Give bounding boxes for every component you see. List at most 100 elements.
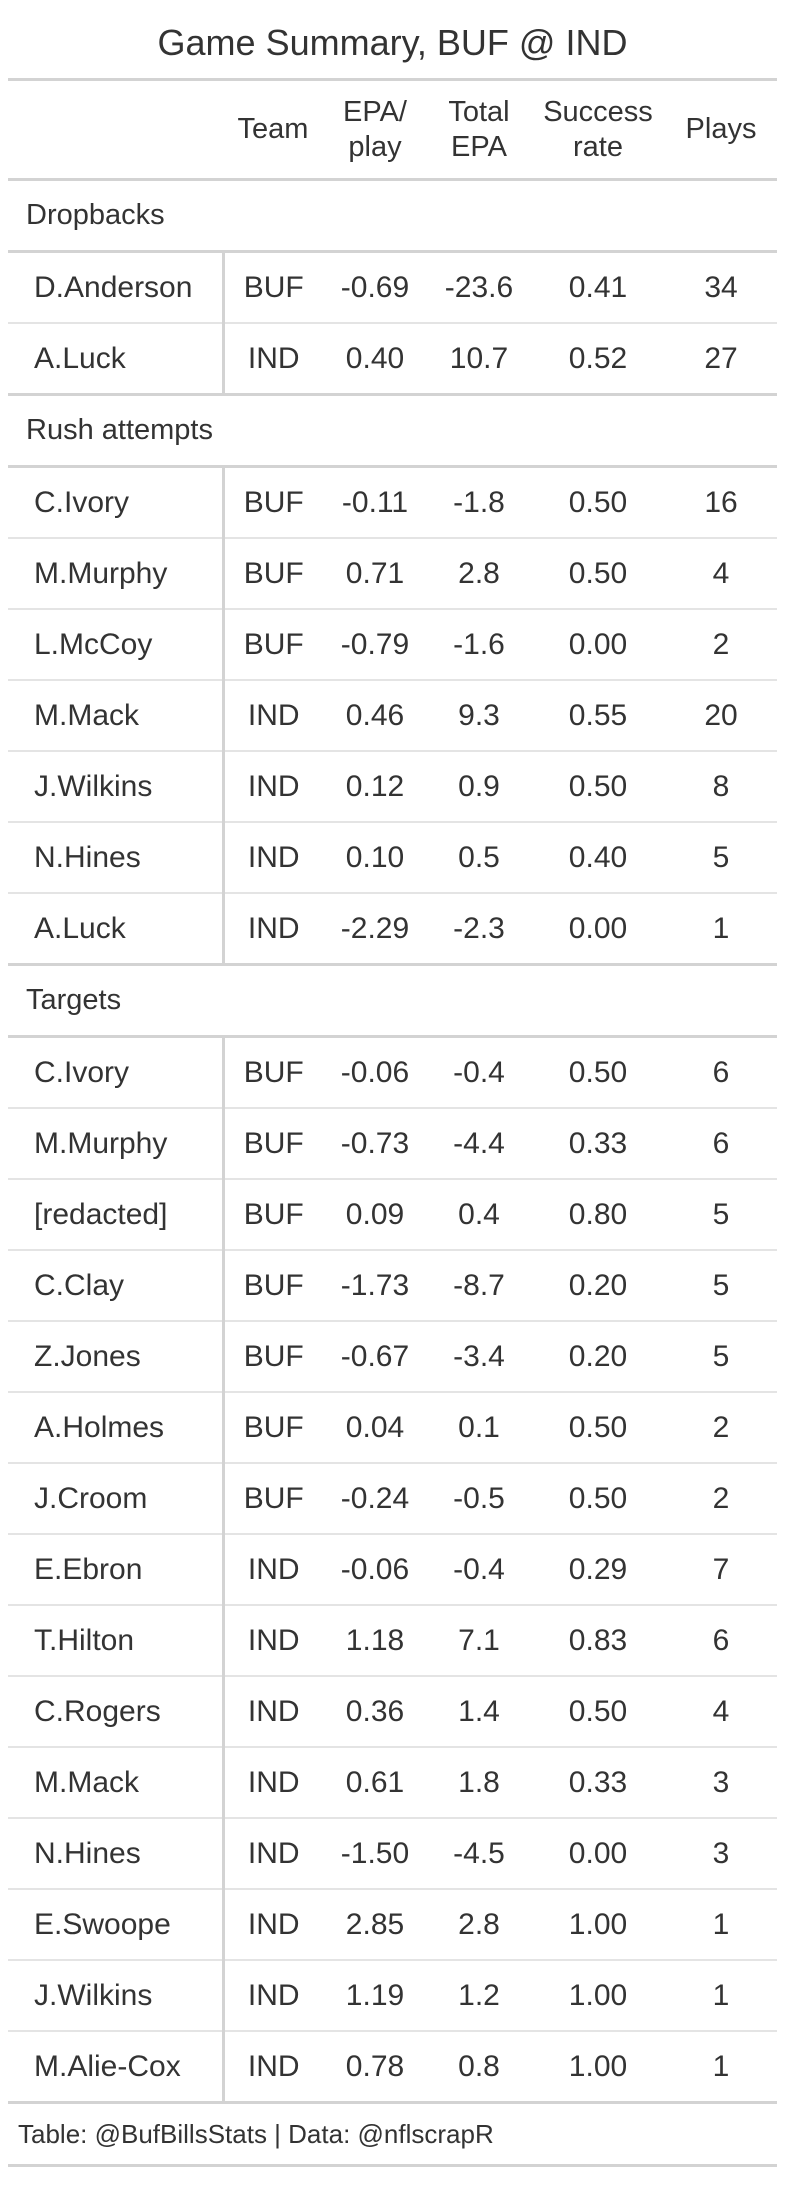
epa-play-cell: 0.40 [323, 323, 427, 396]
table-row: C.Clay BUF -1.73 -8.7 0.20 5 [8, 1250, 777, 1322]
table-row: T.Hilton IND 1.18 7.1 0.83 6 [8, 1605, 777, 1677]
game-summary-table: Team EPA/play Total EPA Success rate Plays… [8, 81, 777, 2104]
success-rate-cell: 0.50 [531, 751, 665, 823]
col-header-total-epa: Total EPA [427, 81, 531, 181]
plays-cell: 20 [665, 680, 777, 752]
table-row: M.Mack IND 0.61 1.8 0.33 3 [8, 1747, 777, 1819]
epa-play-cell: 0.46 [323, 680, 427, 752]
total-epa-cell: 2.8 [427, 1889, 531, 1961]
plays-cell: 6 [665, 1108, 777, 1180]
team-cell: BUF [223, 466, 323, 539]
success-rate-cell: 0.33 [531, 1108, 665, 1180]
epa-play-cell: 0.61 [323, 1747, 427, 1819]
team-cell: BUF [223, 1108, 323, 1180]
plays-cell: 8 [665, 751, 777, 823]
total-epa-cell: -2.3 [427, 893, 531, 966]
row-group-header: Targets [8, 964, 777, 1038]
team-cell: IND [223, 1534, 323, 1606]
plays-cell: 2 [665, 1392, 777, 1464]
player-name: M.Murphy [8, 1108, 225, 1180]
table-row: [redacted] BUF 0.09 0.4 0.80 5 [8, 1179, 777, 1251]
plays-cell: 7 [665, 1534, 777, 1606]
col-header-epa-play-line1: EPA/ [343, 95, 407, 128]
team-cell: BUF [223, 538, 323, 610]
col-header-plays: Plays [665, 81, 777, 181]
team-cell: IND [223, 2031, 323, 2104]
team-cell: BUF [223, 1392, 323, 1464]
player-name: L.McCoy [8, 609, 225, 681]
plays-cell: 2 [665, 609, 777, 681]
success-rate-cell: 0.52 [531, 323, 665, 396]
plays-cell: 5 [665, 1179, 777, 1251]
epa-play-cell: 2.85 [323, 1889, 427, 1961]
plays-cell: 6 [665, 1605, 777, 1677]
success-rate-cell: 0.00 [531, 893, 665, 966]
total-epa-cell: -3.4 [427, 1321, 531, 1393]
header-row: Team EPA/play Total EPA Success rate Plays [8, 81, 777, 181]
table-row: J.Wilkins IND 1.19 1.2 1.00 1 [8, 1960, 777, 2032]
plays-cell: 1 [665, 1960, 777, 2032]
table-row: E.Swoope IND 2.85 2.8 1.00 1 [8, 1889, 777, 1961]
plays-cell: 34 [665, 251, 777, 324]
player-name: D.Anderson [8, 251, 225, 324]
epa-play-cell: -1.50 [323, 1818, 427, 1890]
col-header-epa-play-line2: play [348, 130, 402, 163]
team-cell: IND [223, 822, 323, 894]
epa-play-cell: 0.78 [323, 2031, 427, 2104]
epa-play-cell: 0.12 [323, 751, 427, 823]
epa-play-cell: -0.06 [323, 1534, 427, 1606]
success-rate-cell: 1.00 [531, 1889, 665, 1961]
total-epa-cell: -23.6 [427, 251, 531, 324]
row-group-label: Rush attempts [8, 394, 777, 468]
epa-play-cell: 1.18 [323, 1605, 427, 1677]
total-epa-cell: -4.5 [427, 1818, 531, 1890]
table-row: M.Alie-Cox IND 0.78 0.8 1.00 1 [8, 2031, 777, 2104]
player-name: E.Swoope [8, 1889, 225, 1961]
epa-play-cell: -1.73 [323, 1250, 427, 1322]
table-row: J.Wilkins IND 0.12 0.9 0.50 8 [8, 751, 777, 823]
success-rate-cell: 0.50 [531, 1036, 665, 1109]
plays-cell: 16 [665, 466, 777, 539]
team-cell: BUF [223, 1036, 323, 1109]
total-epa-cell: 0.4 [427, 1179, 531, 1251]
success-rate-cell: 1.00 [531, 1960, 665, 2032]
plays-cell: 3 [665, 1818, 777, 1890]
success-rate-cell: 0.50 [531, 466, 665, 539]
epa-play-cell: -0.11 [323, 466, 427, 539]
player-name: C.Rogers [8, 1676, 225, 1748]
team-cell: IND [223, 1818, 323, 1890]
table-row: N.Hines IND -1.50 -4.5 0.00 3 [8, 1818, 777, 1890]
total-epa-cell: 0.9 [427, 751, 531, 823]
player-name: C.Clay [8, 1250, 225, 1322]
row-group-label: Targets [8, 964, 777, 1038]
plays-cell: 5 [665, 1250, 777, 1322]
plays-cell: 1 [665, 2031, 777, 2104]
plays-cell: 5 [665, 822, 777, 894]
success-rate-cell: 0.50 [531, 1676, 665, 1748]
table-row: M.Murphy BUF 0.71 2.8 0.50 4 [8, 538, 777, 610]
source-note: Table: @BufBillsStats | Data: @nflscrapR [8, 2104, 777, 2167]
success-rate-cell: 1.00 [531, 2031, 665, 2104]
total-epa-cell: -0.4 [427, 1036, 531, 1109]
team-cell: IND [223, 1605, 323, 1677]
col-header-success-rate: Success rate [531, 81, 665, 181]
epa-play-cell: -2.29 [323, 893, 427, 966]
epa-play-cell: 0.71 [323, 538, 427, 610]
player-name: [redacted] [8, 1179, 225, 1251]
table-row: D.Anderson BUF -0.69 -23.6 0.41 34 [8, 251, 777, 324]
success-rate-cell: 0.00 [531, 609, 665, 681]
table-row: L.McCoy BUF -0.79 -1.6 0.00 2 [8, 609, 777, 681]
success-rate-cell: 0.20 [531, 1321, 665, 1393]
team-cell: BUF [223, 1179, 323, 1251]
epa-play-cell: -0.73 [323, 1108, 427, 1180]
total-epa-cell: -1.6 [427, 609, 531, 681]
epa-play-cell: 0.04 [323, 1392, 427, 1464]
team-cell: BUF [223, 1321, 323, 1393]
team-cell: IND [223, 1747, 323, 1819]
table-body: Dropbacks D.Anderson BUF -0.69 -23.6 0.41 34 A.… [8, 179, 777, 2104]
table-row: A.Luck IND -2.29 -2.3 0.00 1 [8, 893, 777, 966]
row-group-header: Rush attempts [8, 394, 777, 468]
total-epa-cell: -0.5 [427, 1463, 531, 1535]
epa-play-cell: -0.69 [323, 251, 427, 324]
